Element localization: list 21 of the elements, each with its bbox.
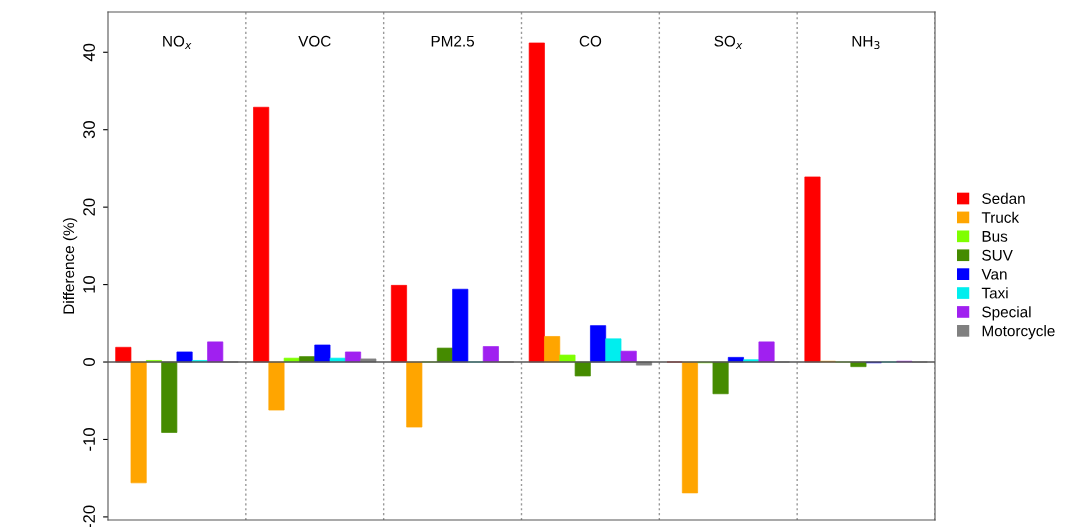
x-tick-label: SO$_{x}$: [714, 35, 743, 49]
legend-label: Truck: [981, 211, 1020, 223]
legend-label: Sedan: [982, 192, 1025, 204]
legend-label: Motorcycle: [982, 325, 1055, 340]
y-tick-label: 20: [83, 198, 95, 216]
x-tick-label: NO$_{x}$: [163, 35, 192, 49]
y-tick-label: 0: [83, 358, 95, 367]
legend-label: Special: [982, 306, 1031, 321]
legend-label: Van: [981, 268, 1007, 280]
legend-label: Bus: [982, 231, 1008, 242]
y-axis-title: Difference (%): [62, 218, 78, 314]
x-tick-label: NH$_{3}$: [852, 35, 880, 50]
legend-label: Taxi: [981, 287, 1008, 299]
y-tick-label: 30: [83, 121, 95, 139]
x-tick-label: CO: [579, 35, 602, 47]
y-tick-label: 40: [83, 43, 95, 62]
y-tick-label: 10: [83, 275, 95, 293]
legend-label: SUV: [982, 249, 1013, 261]
x-tick-label: VOC: [298, 35, 331, 47]
y-tick-label: -10: [83, 428, 95, 451]
x-tick-label: PM2.5: [431, 35, 475, 47]
